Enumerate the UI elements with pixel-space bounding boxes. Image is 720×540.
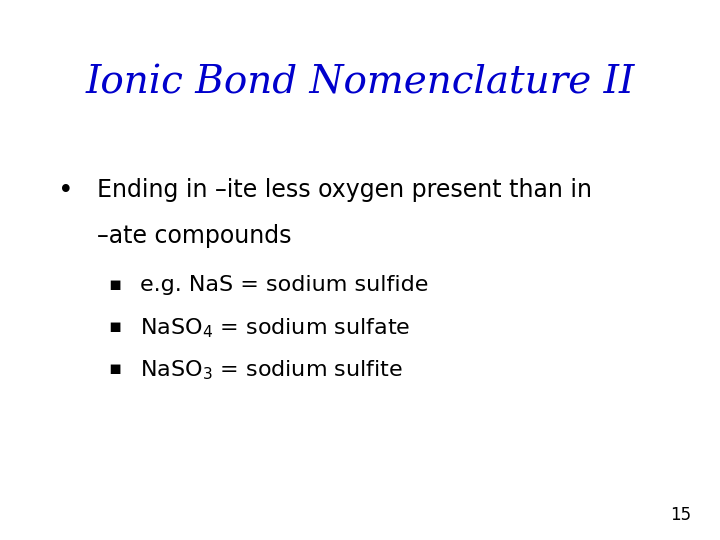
- Text: ▪: ▪: [108, 359, 121, 378]
- Text: 15: 15: [670, 506, 691, 524]
- Text: Ionic Bond Nomenclature II: Ionic Bond Nomenclature II: [85, 65, 635, 102]
- Text: ▪: ▪: [108, 316, 121, 336]
- Text: NaSO$_3$ = sodium sulfite: NaSO$_3$ = sodium sulfite: [140, 359, 403, 382]
- Text: Ending in –ite less oxygen present than in: Ending in –ite less oxygen present than …: [97, 178, 593, 202]
- Text: ▪: ▪: [108, 274, 121, 294]
- Text: NaSO$_4$ = sodium sulfate: NaSO$_4$ = sodium sulfate: [140, 316, 410, 340]
- Text: e.g. NaS = sodium sulfide: e.g. NaS = sodium sulfide: [140, 274, 429, 295]
- Text: –ate compounds: –ate compounds: [97, 224, 292, 248]
- Text: •: •: [58, 178, 73, 204]
